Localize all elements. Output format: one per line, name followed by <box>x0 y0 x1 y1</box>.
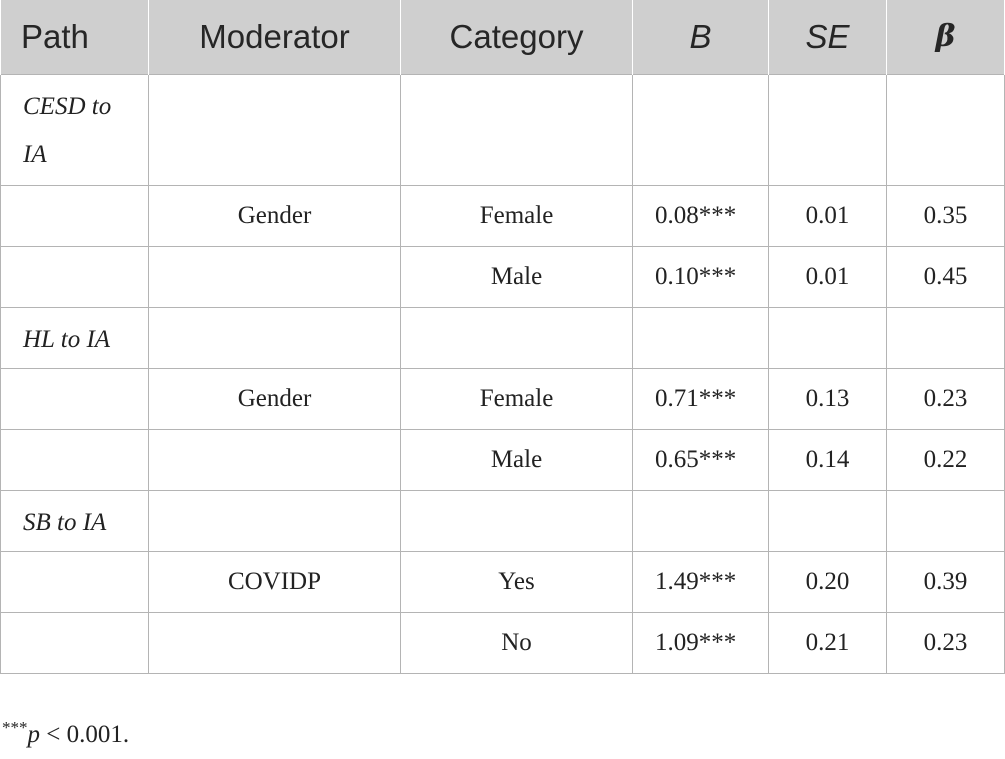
table-row: COVIDP Yes 1.49*** 0.20 0.39 <box>0 550 1005 613</box>
cell-path: CESD to IA <box>0 73 149 186</box>
cell-path: SB to IA <box>0 489 149 552</box>
cell-path <box>0 245 149 308</box>
table-row: CESD to IA <box>0 73 1005 186</box>
table-row: Male 0.10*** 0.01 0.45 <box>0 245 1005 308</box>
cell-moderator: COVIDP <box>148 550 401 613</box>
cell-moderator <box>148 245 401 308</box>
header-se: SE <box>768 0 887 74</box>
cell-se <box>768 489 887 552</box>
cell-b: 0.65*** <box>632 428 769 491</box>
cell-moderator <box>148 428 401 491</box>
cell-moderator: Gender <box>148 184 401 247</box>
table-row: Gender Female 0.71*** 0.13 0.23 <box>0 367 1005 430</box>
cell-se <box>768 306 887 369</box>
header-category: Category <box>400 0 633 74</box>
cell-b <box>632 73 769 186</box>
cell-category: Yes <box>400 550 633 613</box>
cell-moderator <box>148 611 401 674</box>
cell-beta <box>886 306 1005 369</box>
cell-beta: 0.45 <box>886 245 1005 308</box>
table-row: Gender Female 0.08*** 0.01 0.35 <box>0 184 1005 247</box>
cell-beta: 0.22 <box>886 428 1005 491</box>
footnote-p: p <box>27 721 41 748</box>
cell-moderator: Gender <box>148 367 401 430</box>
cell-category: No <box>400 611 633 674</box>
cell-moderator <box>148 489 401 552</box>
cell-beta: 0.35 <box>886 184 1005 247</box>
cell-path <box>0 611 149 674</box>
header-row: Path Moderator Category B SE β <box>0 0 1005 74</box>
moderation-table: Path Moderator Category B SE β CESD to I… <box>0 0 1005 674</box>
table-row: HL to IA <box>0 306 1005 369</box>
cell-se <box>768 73 887 186</box>
table-footnote: ***p < 0.001. <box>2 718 129 749</box>
cell-path <box>0 184 149 247</box>
table-row: Male 0.65*** 0.14 0.22 <box>0 428 1005 491</box>
cell-b <box>632 489 769 552</box>
cell-path <box>0 428 149 491</box>
table-row: SB to IA <box>0 489 1005 552</box>
cell-b: 0.71*** <box>632 367 769 430</box>
footnote-stars: *** <box>2 718 28 737</box>
cell-beta <box>886 73 1005 186</box>
cell-beta: 0.23 <box>886 367 1005 430</box>
cell-b: 0.08*** <box>632 184 769 247</box>
cell-beta: 0.23 <box>886 611 1005 674</box>
footnote-rest: < 0.001. <box>40 721 130 748</box>
cell-category: Female <box>400 367 633 430</box>
cell-se: 0.20 <box>768 550 887 613</box>
table-header: Path Moderator Category B SE β <box>0 0 1005 74</box>
cell-moderator <box>148 306 401 369</box>
cell-path: HL to IA <box>0 306 149 369</box>
cell-category: Male <box>400 428 633 491</box>
header-beta: β <box>886 0 1005 74</box>
cell-category <box>400 306 633 369</box>
cell-moderator <box>148 73 401 186</box>
header-b: B <box>632 0 769 74</box>
cell-beta <box>886 489 1005 552</box>
cell-path <box>0 550 149 613</box>
cell-se: 0.13 <box>768 367 887 430</box>
cell-category: Male <box>400 245 633 308</box>
cell-b: 1.49*** <box>632 550 769 613</box>
cell-b: 0.10*** <box>632 245 769 308</box>
cell-se: 0.21 <box>768 611 887 674</box>
cell-path <box>0 367 149 430</box>
table-row: No 1.09*** 0.21 0.23 <box>0 611 1005 674</box>
cell-b: 1.09*** <box>632 611 769 674</box>
cell-se: 0.01 <box>768 245 887 308</box>
cell-category <box>400 73 633 186</box>
cell-category: Female <box>400 184 633 247</box>
cell-se: 0.14 <box>768 428 887 491</box>
cell-category <box>400 489 633 552</box>
header-path: Path <box>0 0 149 74</box>
header-moderator: Moderator <box>148 0 401 74</box>
table-body: CESD to IA Gender Female 0.08*** 0.01 0.… <box>0 73 1005 674</box>
cell-b <box>632 306 769 369</box>
cell-se: 0.01 <box>768 184 887 247</box>
cell-beta: 0.39 <box>886 550 1005 613</box>
